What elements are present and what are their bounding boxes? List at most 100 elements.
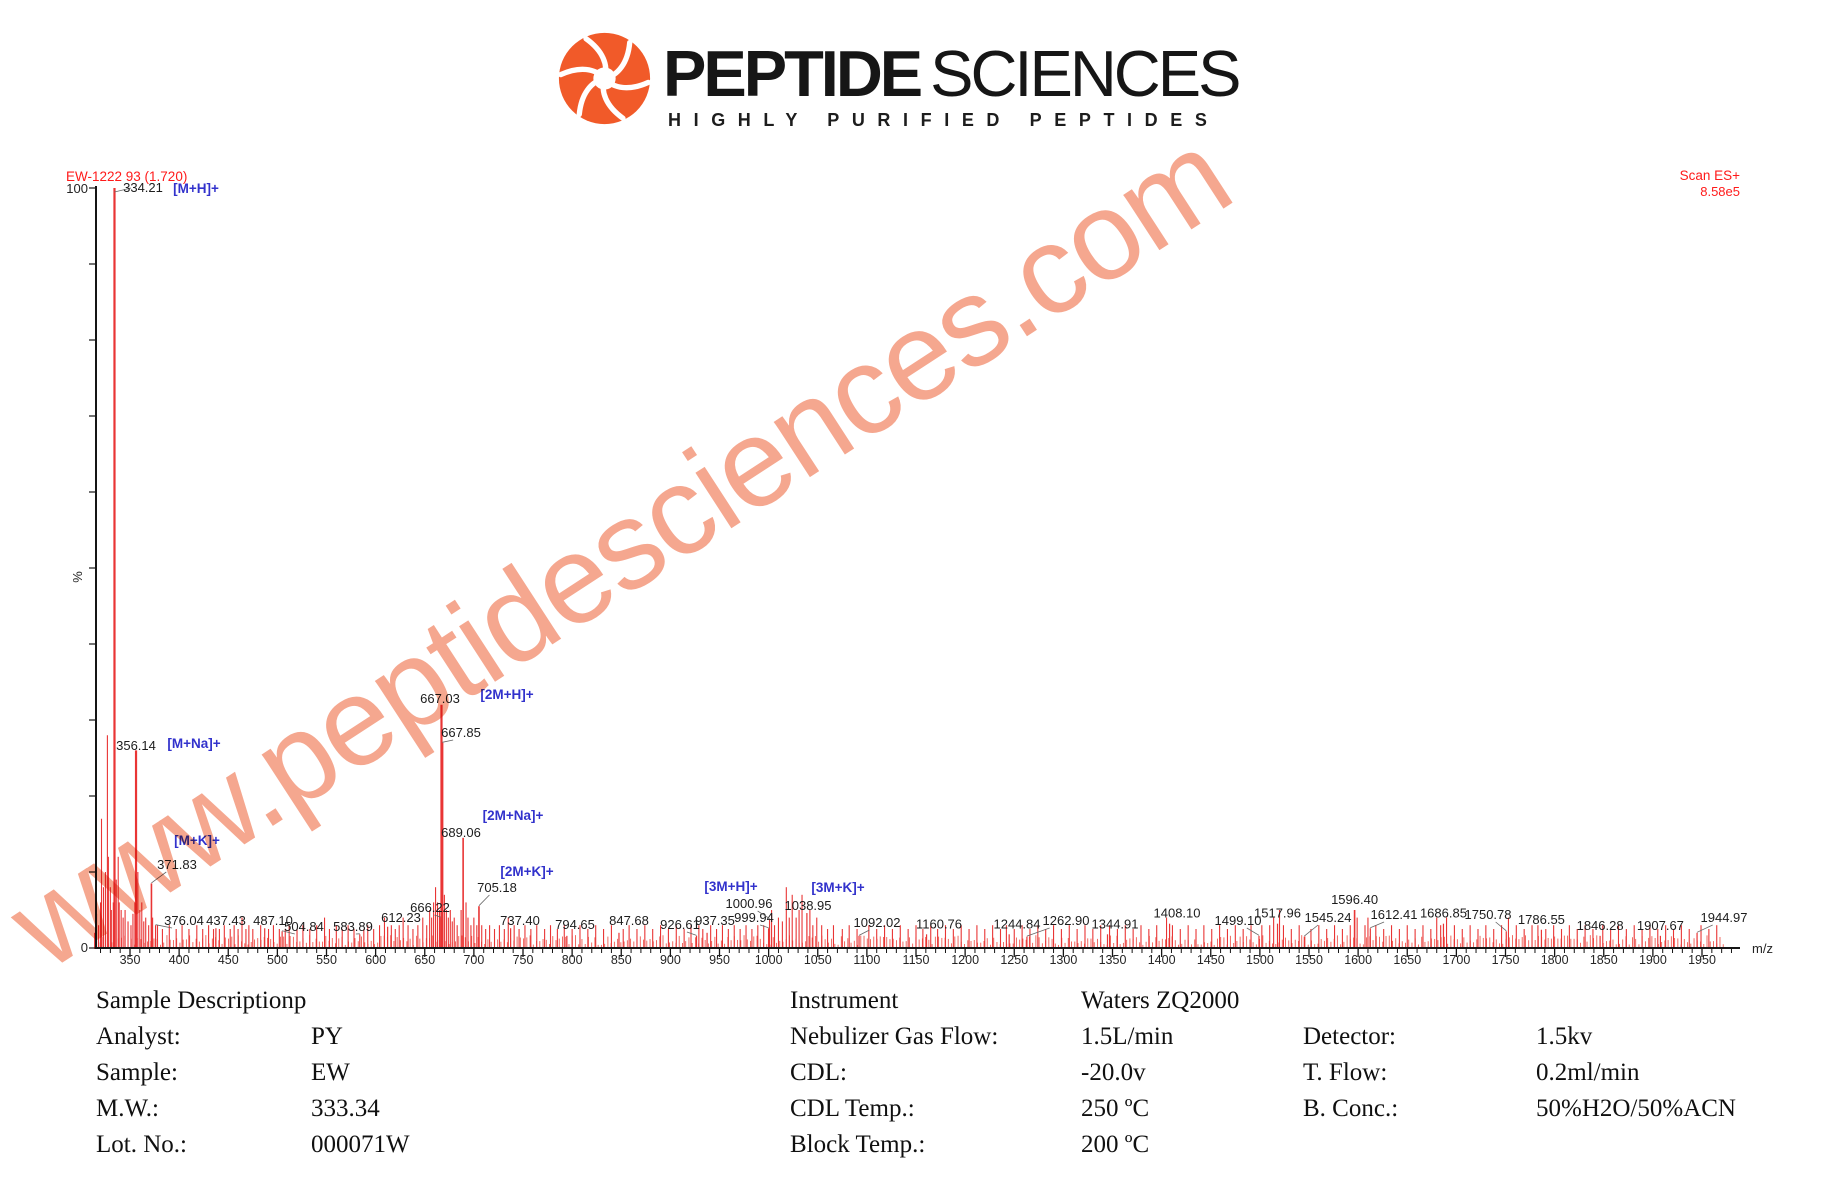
- y-tick-100: 100: [66, 181, 88, 196]
- svg-text:800: 800: [562, 953, 583, 967]
- peak-label-794.65: 794.65: [555, 917, 595, 932]
- info-label: T. Flow:: [1303, 1059, 1388, 1086]
- scan-mode-label: Scan ES+: [1680, 168, 1741, 183]
- adduct-label-[3M+K]+: [3M+K]+: [811, 880, 864, 895]
- peak-label-1244.84: 1244.84: [994, 916, 1041, 931]
- peak-label-705.18: 705.18: [477, 880, 517, 895]
- run-info-label: EW-1222 93 (1.720): [66, 169, 187, 184]
- peak-label-504.84: 504.84: [284, 919, 324, 934]
- svg-text:650: 650: [414, 953, 435, 967]
- peak-label-689.06: 689.06: [441, 825, 481, 840]
- info-row: Detector: 1.5kv: [1303, 1016, 1736, 1052]
- info-value: EW: [311, 1059, 350, 1086]
- peak-label-1262.90: 1262.90: [1043, 913, 1090, 928]
- svg-text:350: 350: [120, 953, 141, 967]
- noise-peaks-group: [94, 735, 1718, 949]
- peak-label-1160.76: 1160.76: [916, 916, 962, 931]
- peak-label-737.40: 737.40: [500, 913, 540, 928]
- intensity-scale-label: 8.58e5: [1700, 184, 1740, 199]
- info-value: 1.5L/min: [1081, 1023, 1174, 1050]
- info-row: B. Conc.: 50%H2O/50%ACN: [1303, 1088, 1736, 1124]
- svg-text:1850: 1850: [1590, 953, 1618, 967]
- info-value: 250 ºC: [1081, 1095, 1150, 1122]
- info-value: Waters ZQ2000: [1081, 987, 1240, 1014]
- peak-label-583.89: 583.89: [333, 919, 373, 934]
- info-row: CDL Temp.: 250 ºC: [790, 1088, 1239, 1124]
- peak-label-487.10: 487.10: [253, 913, 293, 928]
- peak-label-847.68: 847.68: [609, 913, 649, 928]
- brand-logo: PEPTIDE SCIENCES HIGHLY PURIFIED PEPTIDES: [556, 30, 1241, 131]
- info-label: Sample:: [96, 1059, 178, 1086]
- info-row: T. Flow: 0.2ml/min: [1303, 1052, 1736, 1088]
- info-value: 0.2ml/min: [1536, 1059, 1640, 1086]
- info-label: Analyst:: [96, 1023, 181, 1050]
- peak-label-937.35: 937.35: [695, 913, 735, 928]
- info-column-0: Sample Descriptionp Analyst: PY Sample: EW M.…: [96, 980, 410, 1160]
- peak-label-1038.95: 1038.95: [785, 898, 832, 913]
- svg-text:550: 550: [316, 953, 337, 967]
- svg-text:1550: 1550: [1295, 953, 1323, 967]
- svg-text:1450: 1450: [1197, 953, 1225, 967]
- info-label: Nebulizer Gas Flow:: [790, 1023, 999, 1050]
- svg-text:1100: 1100: [853, 953, 880, 967]
- info-label: Detector:: [1303, 1023, 1397, 1050]
- svg-text:950: 950: [709, 953, 730, 967]
- info-label: CDL Temp.:: [790, 1095, 915, 1122]
- peak-label-1846.28: 1846.28: [1577, 918, 1624, 933]
- info-value: 1.5kv: [1536, 1023, 1593, 1050]
- adduct-label-[M+Na]+: [M+Na]+: [167, 736, 220, 751]
- peak-label-666.22: 666.22: [410, 900, 450, 915]
- brand-title-bold: PEPTIDE: [663, 37, 923, 110]
- peak-label-1786.55: 1786.55: [1518, 912, 1565, 927]
- peak-label-1499.10: 1499.10: [1215, 913, 1262, 928]
- info-row: CDL: -20.0v: [790, 1052, 1239, 1088]
- peak-label-1408.10: 1408.10: [1154, 906, 1201, 921]
- axis-group: 350 400 450 500 550 600 650 700 750 800 850 900 950 1…: [66, 181, 1773, 967]
- brand-title: PEPTIDE SCIENCES: [663, 41, 1241, 106]
- adduct-label-[3M+H]+: [3M+H]+: [704, 879, 757, 894]
- info-value: PY: [311, 1023, 343, 1050]
- peak-label-356.14: 356.14: [116, 738, 156, 753]
- svg-text:900: 900: [660, 953, 681, 967]
- baseline-noise-group: [95, 935, 1724, 949]
- info-row: Block Temp.: 200 ºC: [790, 1124, 1239, 1160]
- info-label: Lot. No.:: [96, 1131, 187, 1158]
- peak-label-334.21: 334.21: [123, 180, 163, 195]
- peak-label-999.94: 999.94: [734, 910, 774, 925]
- svg-text:750: 750: [513, 953, 534, 967]
- adduct-label-[2M+K]+: [2M+K]+: [500, 864, 553, 879]
- svg-text:1300: 1300: [1049, 953, 1077, 967]
- brand-text: PEPTIDE SCIENCES HIGHLY PURIFIED PEPTIDES: [663, 30, 1241, 131]
- info-row: Sample: EW: [96, 1052, 410, 1088]
- peak-label-1944.97: 1944.97: [1701, 910, 1748, 925]
- info-label: Sample Descriptionp: [96, 987, 307, 1014]
- svg-text:400: 400: [169, 953, 190, 967]
- svg-text:450: 450: [218, 953, 239, 967]
- svg-text:1200: 1200: [951, 953, 979, 967]
- svg-text:1800: 1800: [1541, 953, 1569, 967]
- peak-label-1596.40: 1596.40: [1331, 892, 1378, 907]
- svg-text:700: 700: [463, 953, 484, 967]
- adduct-label-[M+K]+: [M+K]+: [174, 833, 220, 848]
- svg-text:1750: 1750: [1492, 953, 1520, 967]
- info-label: Block Temp.:: [790, 1131, 926, 1158]
- peak-label-667.03: 667.03: [420, 691, 460, 706]
- peak-label-376.04: 376.04: [164, 913, 204, 928]
- svg-text:1250: 1250: [1000, 953, 1028, 967]
- peak-label-1686.85: 1686.85: [1420, 906, 1467, 921]
- info-label: M.W.:: [96, 1095, 159, 1122]
- peak-label-1907.67: 1907.67: [1637, 918, 1684, 933]
- info-column-2: Detector: 1.5kv T. Flow: 0.2ml/min B. Conc.:…: [1303, 980, 1736, 1124]
- svg-text:850: 850: [611, 953, 632, 967]
- peak-label-1545.24: 1545.24: [1305, 910, 1352, 925]
- info-value: 333.34: [311, 1095, 380, 1122]
- labeled-peaks-group: [113, 188, 1698, 949]
- peak-label-371.83: 371.83: [157, 857, 197, 872]
- svg-text:1400: 1400: [1148, 953, 1176, 967]
- info-column-1: Instrument Waters ZQ2000 Nebulizer Gas Flo…: [790, 980, 1239, 1160]
- info-row: Sample Descriptionp: [96, 980, 410, 1016]
- info-row: Instrument Waters ZQ2000: [790, 980, 1239, 1016]
- peak-labels-group: 334.21 [M+H]+ 356.14 [M+Na]+ 371.83 [M+K]+ 376…: [114, 180, 1748, 937]
- adduct-label-[2M+H]+: [2M+H]+: [480, 687, 533, 702]
